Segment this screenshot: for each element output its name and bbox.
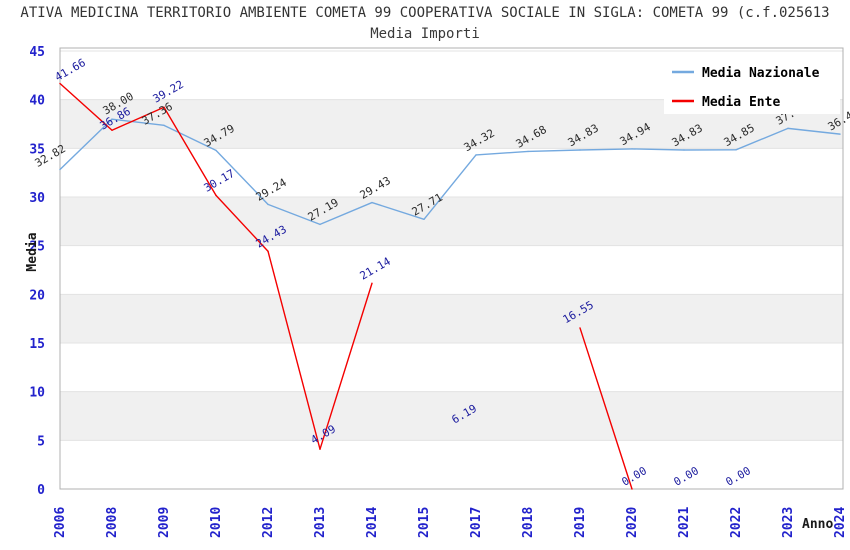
series-line-media-ente xyxy=(59,82,113,131)
y-tick-label: 45 xyxy=(29,45,45,60)
y-tick-label: 0 xyxy=(37,483,45,498)
series-line-media-nazionale xyxy=(735,127,789,151)
y-tick-label: 40 xyxy=(29,94,45,109)
y-tick-label: 15 xyxy=(29,337,45,352)
plot-band xyxy=(60,294,843,343)
legend-box xyxy=(664,56,840,114)
data-label: 0.00 xyxy=(620,464,649,489)
x-tick-label: 2009 xyxy=(157,507,172,538)
y-tick-label: 5 xyxy=(37,434,45,449)
series-line-media-nazionale xyxy=(579,148,633,151)
series-line-media-nazionale xyxy=(163,124,217,152)
series-line-media-nazionale xyxy=(527,149,581,153)
y-tick-label: 35 xyxy=(29,142,45,157)
x-tick-label: 2014 xyxy=(365,507,380,538)
x-tick-label: 2015 xyxy=(417,507,432,538)
data-label: 30.17 xyxy=(202,167,237,195)
legend-label-media-nazionale: Media Nazionale xyxy=(702,66,820,81)
data-label: 0.00 xyxy=(672,464,701,489)
plot-border xyxy=(59,47,844,490)
x-tick-label: 2019 xyxy=(573,507,588,538)
x-tick-label: 2008 xyxy=(105,507,120,538)
series-line-media-ente xyxy=(319,282,373,450)
legend-label-media-ente: Media Ente xyxy=(702,95,780,110)
series-line-media-nazionale xyxy=(423,154,477,220)
x-axis-title: Anno xyxy=(802,517,833,532)
plot-band xyxy=(60,197,843,246)
x-tick-label: 2013 xyxy=(313,507,328,538)
x-tick-label: 2022 xyxy=(729,507,744,538)
x-tick-label: 2006 xyxy=(53,507,68,538)
series-line-media-nazionale xyxy=(787,127,841,135)
series-line-media-nazionale xyxy=(111,118,165,127)
x-tick-label: 2021 xyxy=(677,507,692,538)
x-tick-label: 2020 xyxy=(625,507,640,538)
x-tick-label: 2017 xyxy=(469,507,484,538)
x-tick-label: 2023 xyxy=(781,507,796,538)
series-line-media-nazionale xyxy=(371,201,425,220)
x-tick-label: 2018 xyxy=(521,507,536,538)
plot-band xyxy=(60,391,843,441)
data-label: 0.00 xyxy=(724,464,753,489)
series-line-media-ente xyxy=(111,106,165,131)
y-tick-label: 25 xyxy=(29,240,45,255)
x-tick-label: 2024 xyxy=(833,507,848,538)
chart-subtitle: Media Importi xyxy=(370,26,480,42)
series-line-media-nazionale xyxy=(267,203,321,226)
x-tick-label: 2012 xyxy=(261,507,276,538)
series-line-media-nazionale xyxy=(475,150,529,156)
y-tick-label: 10 xyxy=(29,386,45,401)
series-line-media-ente xyxy=(267,250,321,450)
y-tick-label: 20 xyxy=(29,288,45,303)
series-line-media-nazionale xyxy=(215,149,269,206)
chart-title: ATIVA MEDICINA TERRITORIO AMBIENTE COMET… xyxy=(20,5,830,21)
series-line-media-ente xyxy=(215,194,269,252)
series-line-media-nazionale xyxy=(631,148,685,151)
series-line-media-ente xyxy=(579,327,633,490)
series-line-media-ente xyxy=(163,106,217,197)
x-tick-label: 2010 xyxy=(209,507,224,538)
series-line-media-nazionale xyxy=(319,201,373,226)
y-axis-title: Media xyxy=(25,232,40,271)
y-tick-label: 30 xyxy=(29,191,45,206)
data-label: 21.14 xyxy=(358,255,394,283)
series-line-media-nazionale xyxy=(59,118,113,171)
data-label: 41.66 xyxy=(53,56,88,84)
